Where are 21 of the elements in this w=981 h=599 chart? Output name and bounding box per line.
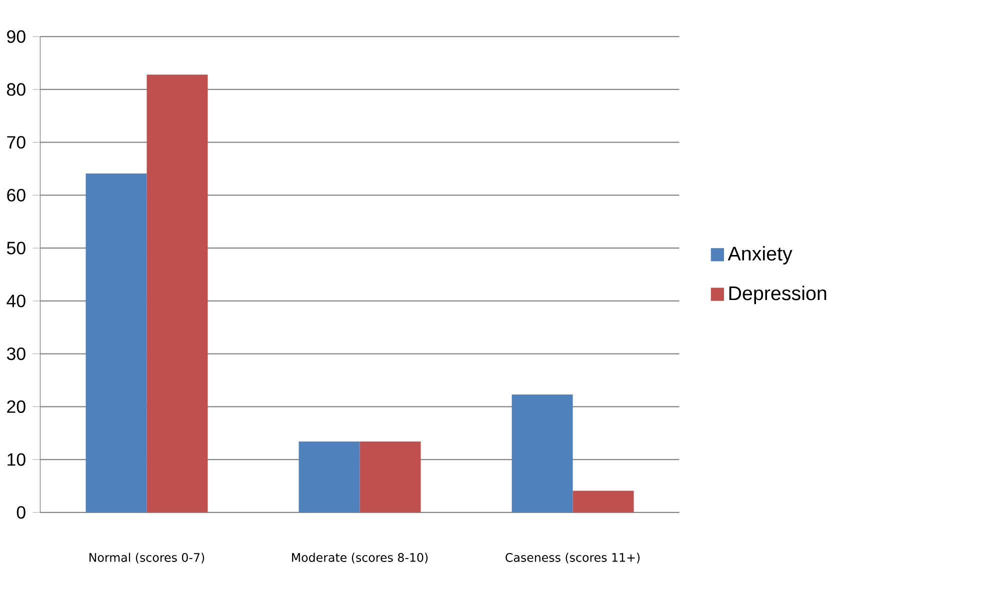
legend-label: Depression — [729, 286, 826, 304]
bar — [86, 174, 147, 513]
y-tick-label: 50 — [6, 242, 26, 255]
y-tick-label: 0 — [16, 506, 26, 519]
y-tick-label: 80 — [7, 83, 26, 96]
x-tick-label: Caseness (scores 11+) — [506, 552, 640, 564]
y-tick-label: 10 — [8, 453, 26, 466]
bar — [298, 442, 360, 513]
y-tick-label: 30 — [6, 348, 26, 360]
x-tick-label: Normal (scores 0-7) — [90, 552, 204, 564]
legend-label: Anxiety — [728, 246, 792, 265]
y-tick-label: 90 — [7, 30, 26, 44]
bar — [360, 442, 421, 513]
x-tick-label: Moderate (scores 8-10) — [292, 552, 428, 564]
bar — [572, 490, 634, 513]
bar — [512, 394, 573, 513]
y-tick-label: 60 — [7, 189, 26, 202]
y-tick-label: 70 — [7, 136, 26, 149]
bar — [146, 74, 208, 513]
y-tick-label: 40 — [6, 294, 26, 308]
y-tick-label: 20 — [7, 400, 26, 414]
